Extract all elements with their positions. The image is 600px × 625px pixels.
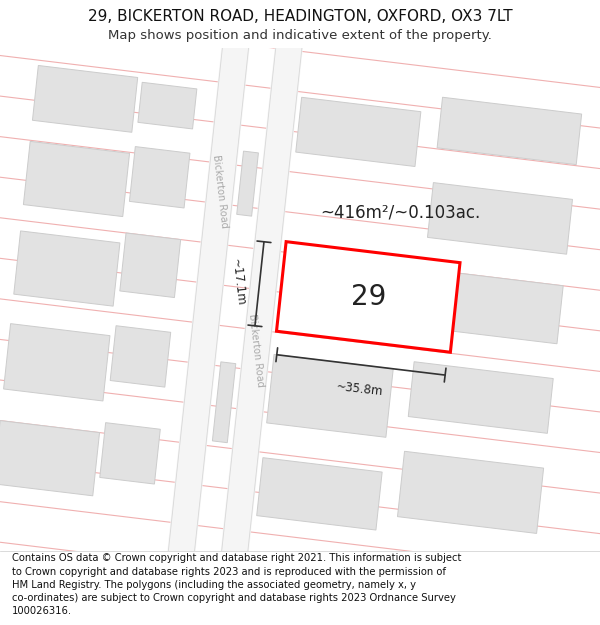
Polygon shape	[237, 151, 259, 216]
Polygon shape	[397, 451, 544, 533]
Polygon shape	[216, 0, 309, 599]
Text: ~35.8m: ~35.8m	[335, 379, 383, 398]
Polygon shape	[138, 82, 197, 129]
Polygon shape	[296, 98, 421, 166]
Polygon shape	[14, 231, 120, 306]
Polygon shape	[23, 141, 130, 217]
Polygon shape	[257, 458, 382, 530]
Text: Map shows position and indicative extent of the property.: Map shows position and indicative extent…	[108, 29, 492, 42]
Polygon shape	[408, 362, 553, 433]
Polygon shape	[266, 354, 393, 437]
Text: ~416m²/~0.103ac.: ~416m²/~0.103ac.	[320, 204, 480, 222]
Polygon shape	[110, 326, 171, 387]
Text: Bickerton Road: Bickerton Road	[211, 154, 229, 228]
Text: 29: 29	[350, 283, 386, 311]
Polygon shape	[100, 422, 160, 484]
Polygon shape	[130, 147, 190, 208]
Polygon shape	[212, 362, 236, 442]
Text: ~17.1m: ~17.1m	[229, 258, 248, 307]
Text: 29, BICKERTON ROAD, HEADINGTON, OXFORD, OX3 7LT: 29, BICKERTON ROAD, HEADINGTON, OXFORD, …	[88, 9, 512, 24]
Polygon shape	[427, 182, 572, 254]
Text: Bickerton Road: Bickerton Road	[247, 313, 265, 388]
Polygon shape	[120, 233, 181, 298]
Polygon shape	[0, 421, 100, 496]
Polygon shape	[277, 242, 460, 352]
Text: Contains OS data © Crown copyright and database right 2021. This information is : Contains OS data © Crown copyright and d…	[12, 554, 461, 616]
Polygon shape	[32, 66, 137, 132]
Polygon shape	[437, 98, 581, 164]
Polygon shape	[418, 269, 563, 344]
Polygon shape	[163, 0, 256, 593]
Polygon shape	[4, 324, 110, 401]
